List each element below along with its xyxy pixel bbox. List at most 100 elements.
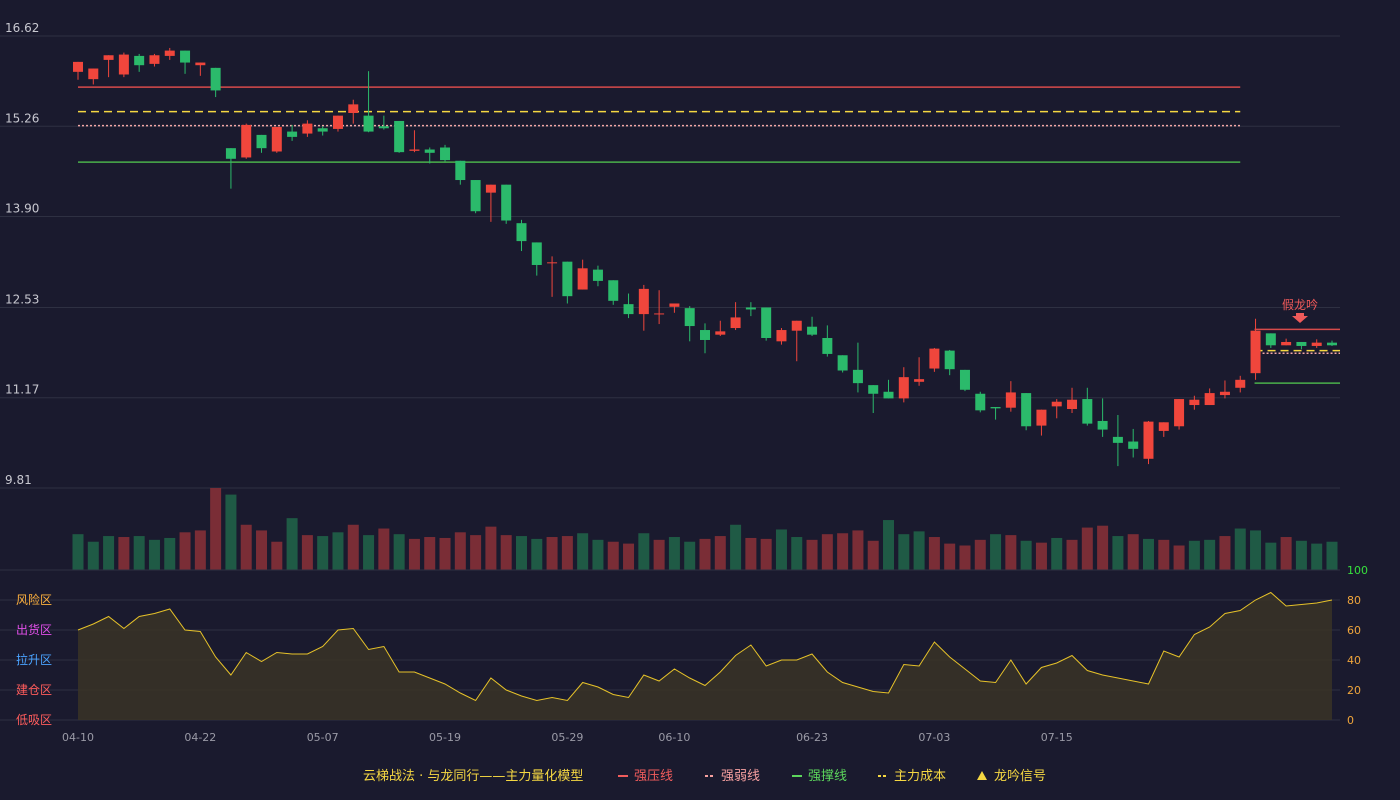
candle-body xyxy=(1296,341,1307,346)
candle-body xyxy=(1097,420,1108,430)
volume-series xyxy=(72,488,1338,570)
volume-bar xyxy=(470,535,482,570)
price-tick-label: 13.90 xyxy=(5,202,39,216)
volume-bar xyxy=(760,538,772,570)
candle-body xyxy=(730,317,741,329)
zone-label: 建仓区 xyxy=(16,683,52,697)
candle-body xyxy=(363,115,374,132)
volume-bar xyxy=(883,520,895,570)
candle-body xyxy=(929,348,940,369)
volume-bar xyxy=(1142,538,1154,570)
candle-body xyxy=(761,307,772,338)
candle-body xyxy=(302,123,313,134)
date-axis: 04-10 04-22 05-07 05-19 05-29 06-10 06-23 07-03… xyxy=(62,731,1073,744)
candle-body xyxy=(317,128,328,132)
volume-bar xyxy=(408,538,420,570)
candle-body xyxy=(1235,379,1246,388)
volume-bar xyxy=(898,534,910,570)
legend: 云梯战法 · 与龙同行——主力量化模型 强压线 强弱线 强撑线 主力成本 龙吟信号 xyxy=(363,768,1046,784)
candle-body xyxy=(822,337,833,354)
volume-bar xyxy=(699,538,711,570)
volume-bar xyxy=(668,537,680,570)
volume-bar xyxy=(745,537,757,570)
candle-body xyxy=(1265,333,1276,346)
candle-body xyxy=(1281,341,1292,346)
volume-bar xyxy=(1112,536,1124,570)
legend-triangle-icon xyxy=(977,771,987,780)
date-tick-label: 04-22 xyxy=(184,731,216,744)
candle-body xyxy=(1128,441,1139,449)
oscillator-tick-label: 0 xyxy=(1347,714,1354,727)
candle-body xyxy=(837,355,848,371)
volume-bar xyxy=(1326,541,1338,570)
candle-body xyxy=(134,55,145,66)
candle-body xyxy=(118,54,129,75)
level-lines xyxy=(78,86,1340,384)
volume-bar xyxy=(225,494,237,570)
volume-bar xyxy=(821,534,833,570)
volume-bar xyxy=(500,535,512,570)
volume-bar xyxy=(301,535,313,570)
volume-bar xyxy=(1035,542,1047,570)
candle-body xyxy=(1082,399,1093,424)
candle-body xyxy=(88,68,99,80)
candle-body xyxy=(700,330,710,340)
oscillator-tick-label: 20 xyxy=(1347,684,1361,697)
candle-body xyxy=(531,242,542,265)
candle-body xyxy=(195,62,206,66)
volume-bar xyxy=(852,530,864,570)
candle-body xyxy=(455,160,466,181)
volume-bar xyxy=(1066,539,1078,570)
candle-body xyxy=(149,55,160,64)
legend-label: 龙吟信号 xyxy=(994,768,1046,784)
date-tick-label: 06-23 xyxy=(796,731,828,744)
volume-bar xyxy=(714,536,726,570)
volume-bar xyxy=(118,537,130,570)
candle-body xyxy=(1204,393,1215,406)
price-grid xyxy=(0,35,1340,489)
volume-bar xyxy=(1005,535,1017,570)
candle-body xyxy=(1311,342,1322,346)
volume-bar xyxy=(210,488,222,570)
candle-body xyxy=(470,180,481,212)
candle-body xyxy=(868,385,879,394)
price-tick-label: 15.26 xyxy=(5,111,39,125)
volume-bar xyxy=(256,530,268,570)
candle-body xyxy=(638,288,649,315)
volume-bar xyxy=(1173,545,1185,570)
candle-body xyxy=(180,50,191,63)
candle-body xyxy=(914,379,925,382)
candle-body xyxy=(516,223,527,242)
candle-body xyxy=(852,369,863,384)
zone-label: 拉升区 xyxy=(16,652,52,667)
candle-body xyxy=(791,320,802,331)
volume-bar xyxy=(913,531,925,570)
date-tick-label: 05-07 xyxy=(307,731,339,744)
volume-bar xyxy=(317,536,329,570)
price-tick-label: 12.53 xyxy=(5,292,39,306)
candle-body xyxy=(501,184,512,221)
volume-bar xyxy=(959,545,971,570)
candle-body xyxy=(409,149,420,151)
legend-label: 主力成本 xyxy=(894,769,946,784)
candle-body xyxy=(883,391,894,399)
volume-bar xyxy=(332,532,344,570)
oscillator-line xyxy=(77,591,1333,702)
volume-bar xyxy=(454,532,466,570)
candle-body xyxy=(745,307,756,310)
volume-bar xyxy=(1081,527,1093,570)
signal-marker: 假龙吟 xyxy=(1282,297,1318,323)
volume-bar xyxy=(990,534,1002,570)
volume-bar xyxy=(837,533,849,570)
candle-body xyxy=(1112,436,1123,443)
volume-bar xyxy=(424,537,436,570)
candle-body xyxy=(592,269,603,281)
volume-bar xyxy=(974,539,986,570)
signal-label: 假龙吟 xyxy=(1282,297,1318,312)
candle-body xyxy=(975,393,986,411)
candle-body xyxy=(684,308,695,327)
candle-body xyxy=(669,303,680,307)
volume-bar xyxy=(87,541,99,570)
date-tick-label: 05-29 xyxy=(551,731,583,744)
